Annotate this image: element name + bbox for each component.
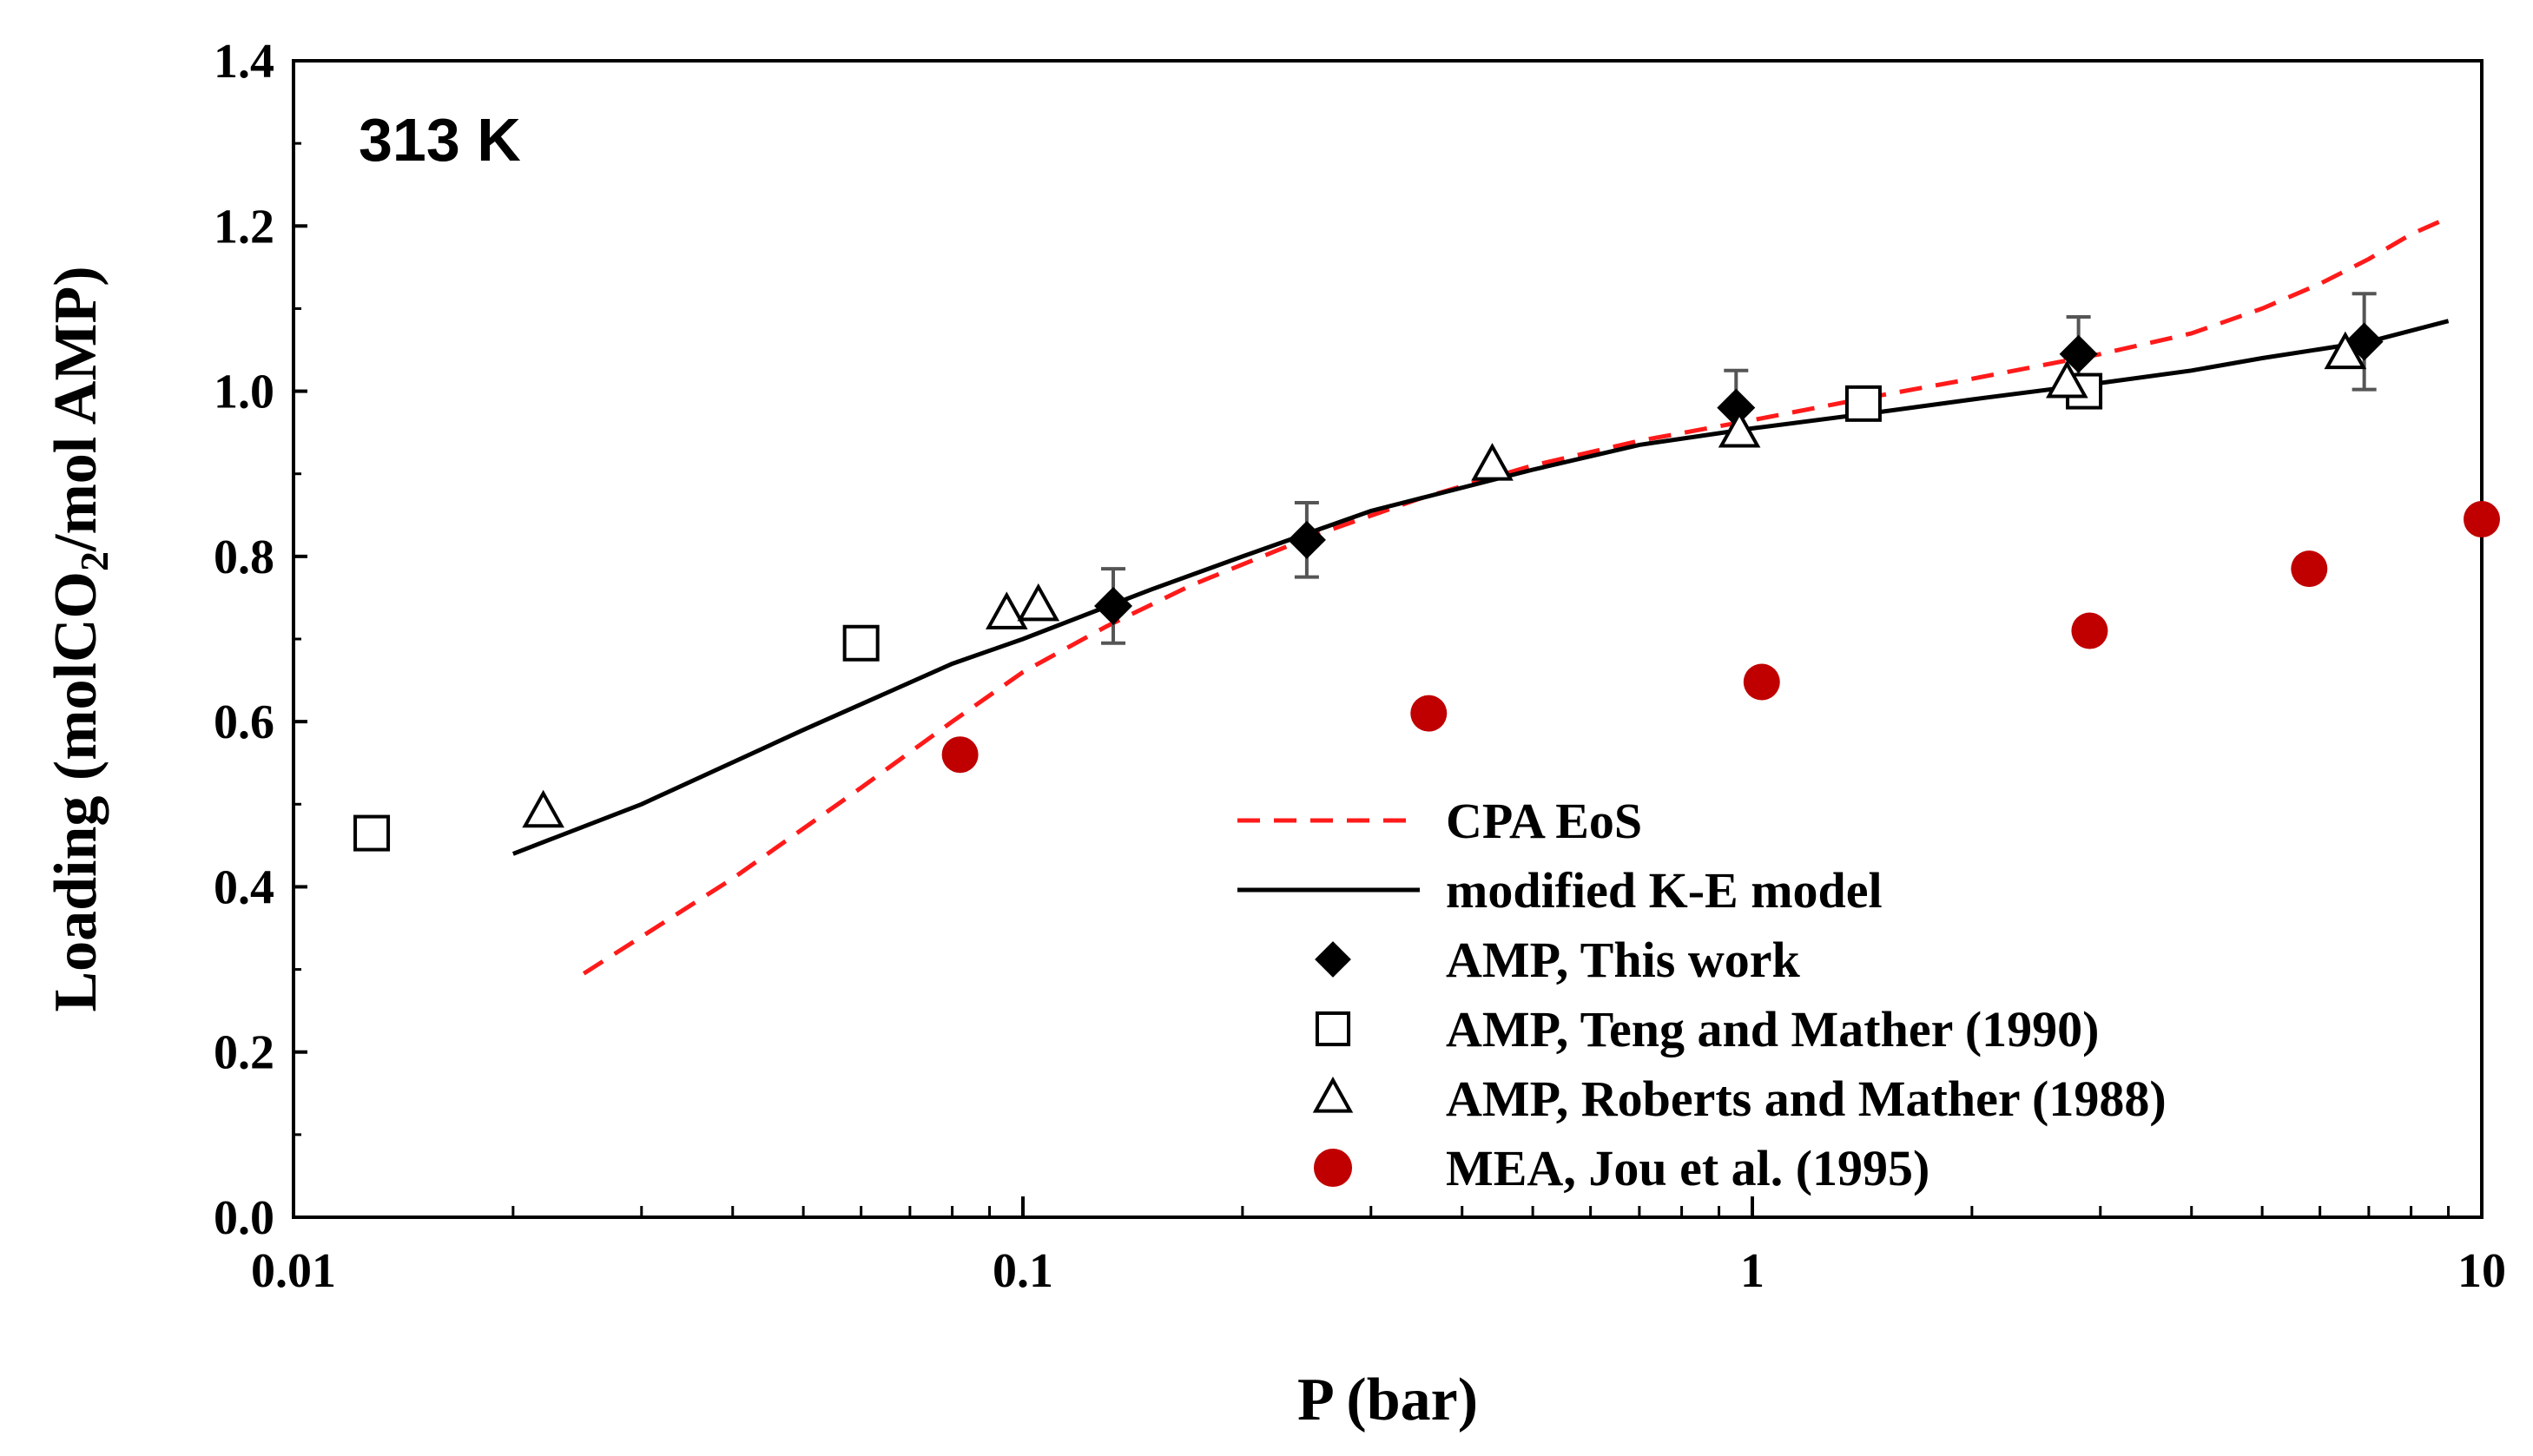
- data-point-amp-roberts-and-mather-1988: [1718, 410, 1761, 448]
- y-tick-label: 0.0: [214, 1191, 274, 1245]
- legend-item: MEA, Jou et al. (1995): [1313, 1140, 1929, 1196]
- legend-marker-swatch: [1312, 1077, 1354, 1113]
- legend-item: CPA EoS: [1237, 793, 1642, 849]
- data-point-amp-roberts-and-mather-1988: [2046, 359, 2088, 399]
- y-axis: 0.0 0.2 0.4 0.6 0.8 1.0 1.2 1.4: [214, 35, 307, 1245]
- y-tick-label: 0.6: [214, 695, 274, 749]
- data-point-amp-this-work: [1287, 520, 1326, 559]
- x-tick-label: 10: [2457, 1244, 2506, 1298]
- series-markers: [353, 292, 2500, 852]
- temperature-annotation: 313 K: [359, 106, 521, 174]
- legend: CPA EoS modified K-E model AMP, This work A…: [1237, 793, 2167, 1196]
- x-axis-title: P (bar): [1297, 1367, 1478, 1433]
- x-tick-label: 1: [1740, 1244, 1765, 1298]
- y-axis-title-subscript: 2: [72, 551, 116, 571]
- x-tick-label: 0.01: [251, 1244, 336, 1298]
- data-point-amp-roberts-and-mather-1988: [985, 591, 1028, 629]
- data-point-mea-jou-et-al-1995: [1743, 663, 1780, 701]
- data-point-amp-teng-and-mather-1990: [353, 814, 391, 852]
- x-axis: 0.01 0.1 1 10: [251, 1196, 2506, 1298]
- data-point-mea-jou-et-al-1995: [1410, 695, 1448, 732]
- legend-label: MEA, Jou et al. (1995): [1446, 1140, 1929, 1196]
- series-line-modified-k-e-model: [511, 319, 2450, 856]
- legend-item: modified K-E model: [1237, 862, 1883, 919]
- data-point-amp-teng-and-mather-1990: [842, 624, 880, 662]
- legend-marker-swatch: [1315, 941, 1351, 978]
- data-point-mea-jou-et-al-1995: [2464, 501, 2500, 538]
- legend-item: AMP, This work: [1315, 932, 1800, 988]
- y-axis-title-prefix: Loading (molCO: [43, 571, 109, 1012]
- legend-label: modified K-E model: [1446, 862, 1883, 919]
- y-tick-label: 0.8: [214, 530, 274, 584]
- data-point-amp-roberts-and-mather-1988: [2324, 331, 2367, 370]
- data-point-amp-roberts-and-mather-1988: [1017, 583, 1060, 622]
- plot-area: 0.0 0.2 0.4 0.6 0.8 1.0 1.2 1.4 0.01 0.1 1 10: [214, 35, 2506, 1298]
- data-point-amp-roberts-and-mather-1988: [1471, 443, 1514, 481]
- legend-item: AMP, Roberts and Mather (1988): [1312, 1071, 2167, 1127]
- legend-label: CPA EoS: [1446, 793, 1642, 849]
- y-tick-label: 1.4: [214, 35, 274, 89]
- legend-marker-swatch: [1313, 1148, 1353, 1188]
- y-tick-label: 1.2: [214, 200, 274, 254]
- y-axis-title-suffix: /mol AMP): [43, 266, 109, 552]
- y-tick-label: 0.2: [214, 1026, 274, 1080]
- data-point-amp-this-work: [2059, 334, 2098, 373]
- data-point-mea-jou-et-al-1995: [941, 736, 979, 774]
- data-point-mea-jou-et-al-1995: [2291, 550, 2328, 588]
- legend-marker-swatch: [1315, 1011, 1351, 1047]
- data-point-amp-teng-and-mather-1990: [1844, 385, 1882, 422]
- y-tick-label: 1.0: [214, 366, 274, 419]
- y-axis-title: Loading (molCO2/mol AMP): [43, 266, 116, 1011]
- legend-label: AMP, Teng and Mather (1990): [1446, 1001, 2099, 1057]
- legend-label: AMP, Roberts and Mather (1988): [1446, 1071, 2167, 1127]
- legend-label: AMP, This work: [1446, 932, 1800, 988]
- data-point-amp-this-work: [1717, 388, 1756, 427]
- legend-item: AMP, Teng and Mather (1990): [1315, 1001, 2099, 1057]
- data-point-amp-roberts-and-mather-1988: [522, 789, 564, 828]
- series-lines: [511, 215, 2450, 976]
- series-line-cpa-eos: [582, 215, 2450, 976]
- data-point-amp-this-work: [1094, 586, 1133, 625]
- x-tick-label: 0.1: [993, 1244, 1053, 1298]
- data-point-mea-jou-et-al-1995: [2071, 612, 2108, 649]
- y-tick-label: 0.4: [214, 860, 274, 914]
